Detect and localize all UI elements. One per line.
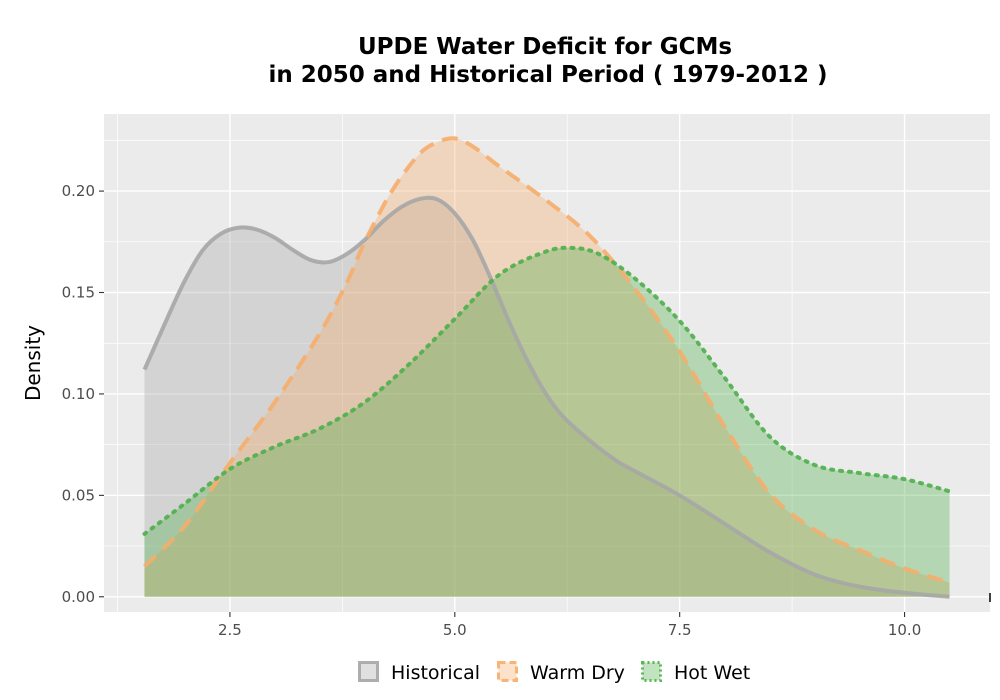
legend-label-historical: Historical <box>391 662 480 684</box>
line-historical <box>142 195 950 599</box>
legend: Historical Warm Dry Hot Wet <box>358 661 750 684</box>
legend-key-hot-wet <box>641 661 662 682</box>
area-warm-dry <box>144 138 950 597</box>
chart-title-line-1: UPDE Water Deficit for GCMs <box>358 34 732 60</box>
legend-label-hot-wet: Hot Wet <box>674 662 750 684</box>
y-tick-label: 0.10 <box>62 385 95 403</box>
legend-key-historical <box>358 661 379 682</box>
y-tick-label: 0.20 <box>62 182 95 200</box>
legend-label-warm-dry: Warm Dry <box>530 662 625 684</box>
y-tick-label: 0.05 <box>62 486 95 504</box>
plot-panel <box>104 114 990 612</box>
x-tick-label: 10.0 <box>888 621 921 639</box>
line-warm-dry <box>143 136 951 585</box>
grid-minor <box>104 114 990 612</box>
legend-key-bg <box>641 661 662 682</box>
y-axis: 0.00 0.05 0.10 0.15 0.20 <box>62 182 104 606</box>
area-hot-wet <box>144 247 950 597</box>
chart-title-line-2: in 2050 and Historical Period ( 1979-201… <box>268 62 827 88</box>
legend-key-bg <box>497 661 518 682</box>
legend-item-hot-wet: Hot Wet <box>641 661 750 684</box>
y-tick-label: 0.00 <box>62 588 95 606</box>
x-axis: 2.5 5.0 7.5 10.0 <box>218 612 921 639</box>
legend-item-warm-dry: Warm Dry <box>497 661 625 684</box>
x-tick-label: 7.5 <box>668 621 692 639</box>
grid-major <box>104 114 990 612</box>
y-tick-label: 0.15 <box>62 284 95 302</box>
line-hot-wet <box>142 245 952 536</box>
legend-key-bg <box>358 661 379 682</box>
legend-key-warm-dry <box>497 661 518 682</box>
legend-item-historical: Historical <box>358 661 480 684</box>
x-tick-label: 2.5 <box>218 621 242 639</box>
y-axis-title: Density <box>21 325 45 401</box>
density-lines <box>142 136 952 599</box>
x-tick-label: 5.0 <box>443 621 467 639</box>
